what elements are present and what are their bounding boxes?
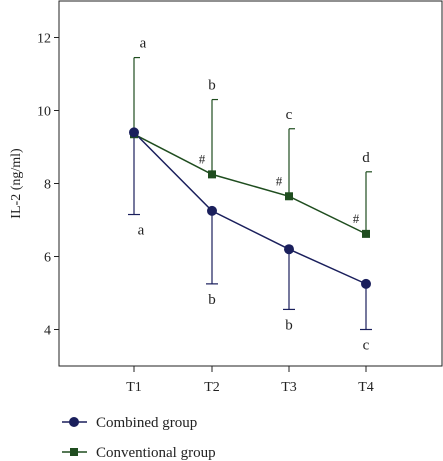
- conventional-letter: c: [286, 107, 293, 123]
- hash-mark: #: [276, 173, 283, 188]
- y-axis-label: IL-2 (ng/ml): [9, 148, 24, 219]
- x-tick-label: T2: [204, 380, 220, 395]
- legend-conventional-label: Conventional group: [96, 445, 216, 461]
- conventional-point: [285, 192, 293, 201]
- y-tick-label: 8: [44, 178, 51, 193]
- conventional-letter: b: [208, 78, 216, 94]
- plot-frame: [58, 0, 443, 367]
- legend-conventional-marker: [70, 448, 78, 456]
- combined-point: [284, 244, 294, 255]
- conventional-point: [208, 170, 216, 179]
- combined-series-line: [133, 131, 367, 285]
- y-tick-label: 6: [44, 251, 51, 266]
- y-tick-label: 12: [37, 32, 51, 47]
- legend-combined-marker: [69, 417, 79, 427]
- y-tick-label: 4: [44, 324, 51, 339]
- combined-letter: b: [208, 292, 216, 308]
- combined-letter: a: [138, 223, 145, 239]
- conventional-point: [362, 229, 370, 238]
- conventional-letter: a: [140, 36, 147, 52]
- conventional-letter: d: [362, 150, 370, 166]
- y-tick-label: 10: [37, 105, 51, 120]
- combined-letter: c: [363, 338, 370, 354]
- combined-point: [207, 205, 217, 216]
- x-tick-label: T4: [358, 380, 374, 395]
- x-tick-label: T1: [126, 380, 142, 395]
- legend-combined-label: Combined group: [96, 415, 197, 431]
- combined-point: [129, 127, 139, 138]
- hash-mark: #: [353, 211, 360, 226]
- conventional-series-line: [133, 133, 367, 235]
- combined-point: [361, 278, 371, 289]
- combined-letter: b: [285, 317, 293, 333]
- hash-mark: #: [199, 151, 206, 166]
- x-tick-label: T3: [281, 380, 297, 395]
